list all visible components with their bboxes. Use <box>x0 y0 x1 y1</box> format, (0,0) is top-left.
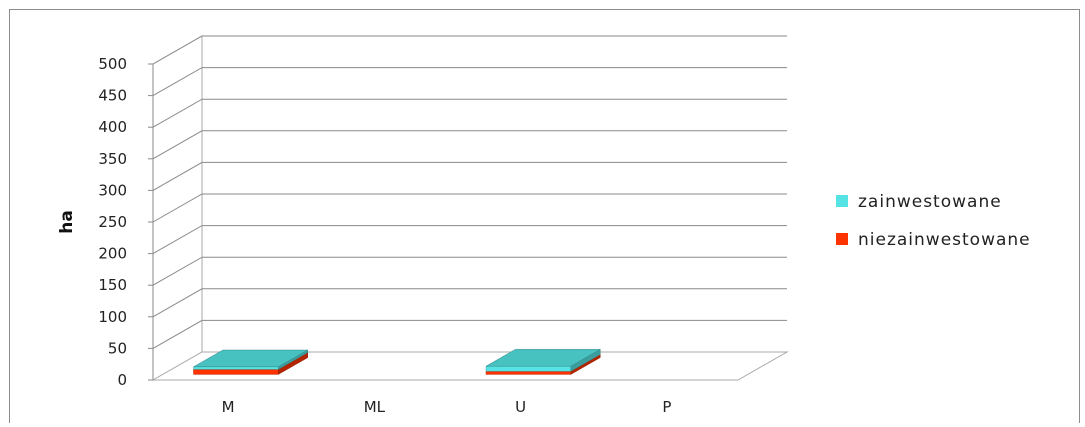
y-tick-label: 150 <box>98 276 127 294</box>
y-axis-ticks: 0 50 100 150 200 250 300 350 400 450 500 <box>98 55 154 389</box>
gridline <box>152 98 787 128</box>
bars <box>192 348 602 375</box>
floor <box>151 351 789 381</box>
y-tick-label: 300 <box>98 181 127 199</box>
x-category-label: P <box>662 398 671 416</box>
gridline <box>152 256 787 286</box>
gridline <box>152 193 787 223</box>
gridline <box>152 319 787 349</box>
y-tick-label: 0 <box>117 371 127 389</box>
gridline <box>152 288 787 318</box>
legend-label: zainwestowane <box>858 192 1002 212</box>
y-tick-label: 250 <box>98 213 127 231</box>
y-tick-label: 450 <box>98 87 127 105</box>
y-tick-label: 500 <box>98 55 127 73</box>
gridlines <box>152 35 787 349</box>
legend-swatch-zainwestowane <box>836 195 848 207</box>
gridline <box>152 161 787 191</box>
legend: zainwestowane niezainwestowane <box>836 192 1031 250</box>
x-category-label: ML <box>364 398 386 416</box>
y-tick-label: 400 <box>98 118 127 136</box>
gridline <box>152 35 787 65</box>
bar-front-niezainwestowane <box>485 370 572 375</box>
chart-border <box>9 9 1080 427</box>
gridline <box>152 67 787 97</box>
bar-front-zainwestowane <box>485 365 572 372</box>
y-tick-label: 50 <box>108 339 127 357</box>
y-tick-label: 350 <box>98 150 127 168</box>
bar-front-zainwestowane <box>193 366 279 370</box>
legend-swatch-niezainwestowane <box>836 233 848 245</box>
y-tick-label: 200 <box>98 245 127 263</box>
x-category-label: M <box>222 398 235 416</box>
bar-front-niezainwestowane <box>193 369 279 375</box>
gridline <box>152 225 787 255</box>
chart-walls <box>151 35 789 381</box>
x-axis-categories: M ML U P <box>222 398 672 416</box>
legend-label: niezainwestowane <box>858 230 1031 250</box>
bar-top-zainwestowane <box>485 349 602 367</box>
y-tick-label: 100 <box>98 308 127 326</box>
bar-top-zainwestowane <box>192 349 309 368</box>
y-axis-label: ha <box>57 210 77 234</box>
x-category-label: U <box>515 398 526 416</box>
gridline <box>152 130 787 160</box>
